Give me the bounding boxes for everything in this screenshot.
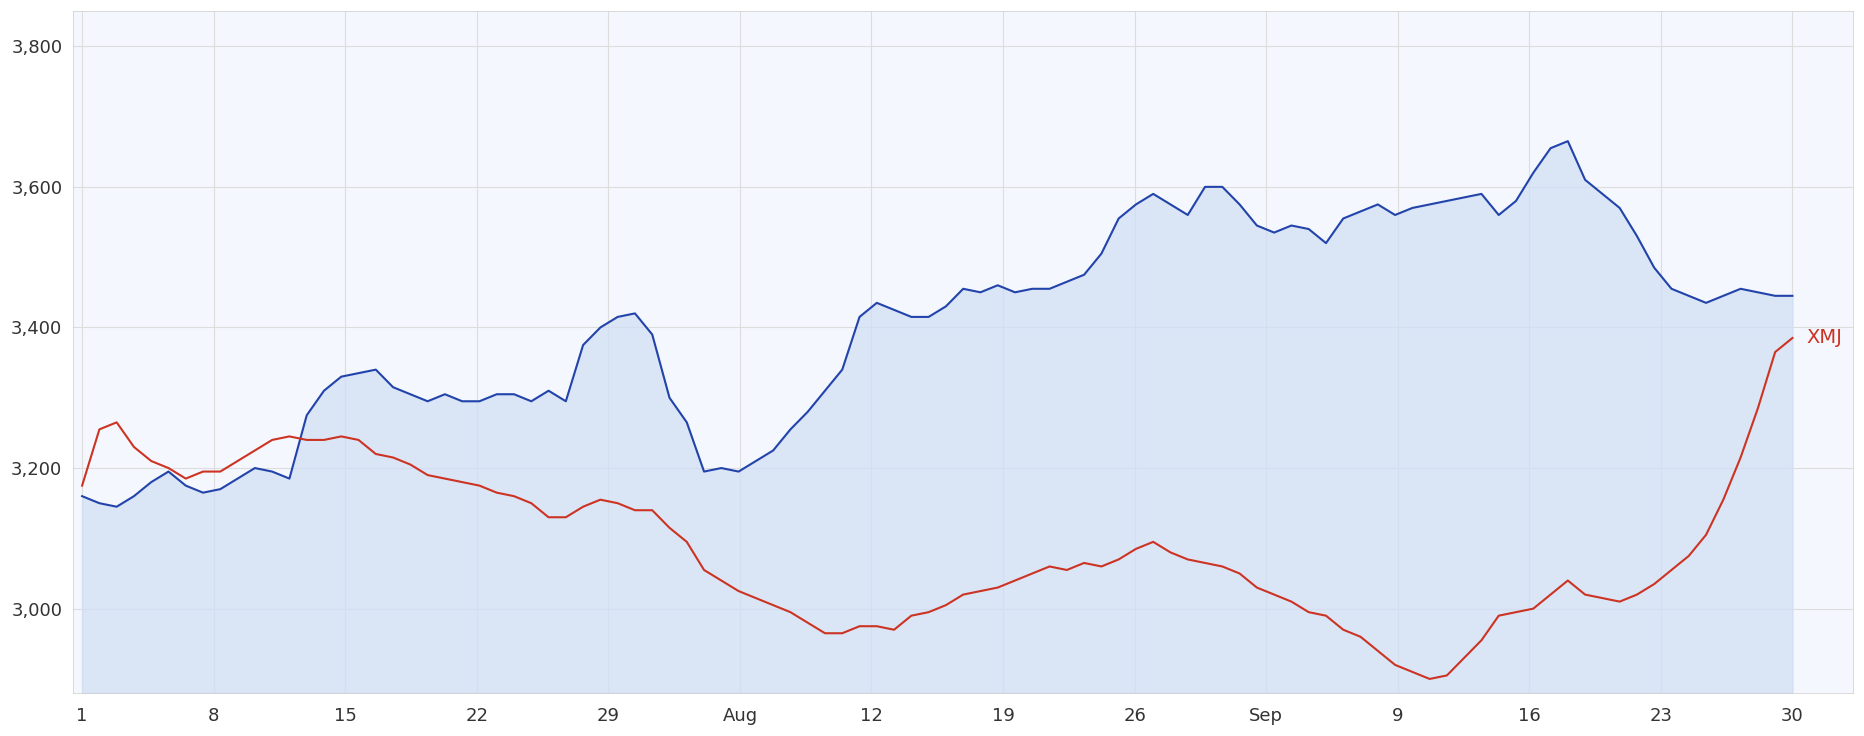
Text: XMJ: XMJ — [1806, 328, 1842, 347]
